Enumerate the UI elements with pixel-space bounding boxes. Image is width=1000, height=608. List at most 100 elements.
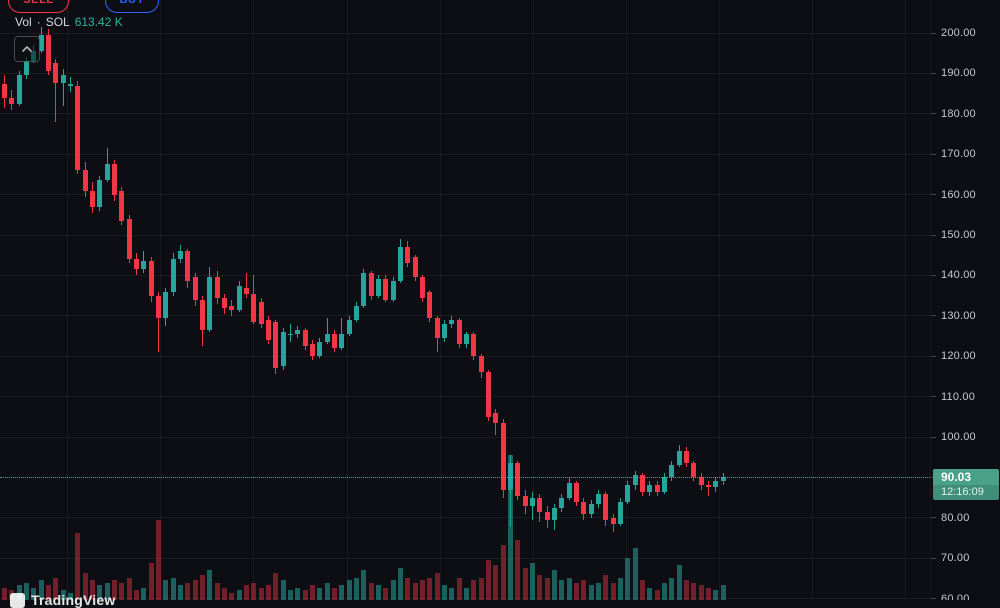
price-tick-label: 110.00 [941, 390, 976, 403]
candle-body [581, 501, 587, 514]
volume-bar [251, 582, 257, 600]
candle-body [185, 251, 191, 282]
horizontal-gridline [0, 194, 930, 195]
candle-body [471, 333, 477, 357]
volume-bar [273, 572, 279, 600]
candle-body [97, 180, 103, 207]
vertical-gridline [440, 0, 441, 600]
candle-wick [509, 455, 511, 526]
price-axis[interactable]: 90.03 12:16:09 210.00200.00190.00180.001… [930, 0, 1000, 600]
candle-body [698, 477, 704, 486]
volume-indicator-legend: Vol · SOL 613.42 K [15, 15, 123, 29]
price-tick-mark [931, 598, 936, 599]
volume-bar [603, 575, 609, 600]
price-tick-label: 180.00 [941, 107, 976, 120]
volume-bar [405, 577, 411, 600]
vertical-gridline [67, 0, 68, 600]
candle-body [683, 451, 689, 464]
price-tick-mark [931, 235, 936, 236]
candle-body [375, 279, 381, 296]
candle-body [199, 299, 205, 330]
candle-body [368, 273, 374, 296]
candle-body [287, 333, 293, 335]
candle-wick [289, 323, 291, 343]
volume-bar [449, 587, 455, 600]
price-tick-mark [931, 558, 936, 559]
candle-body [654, 485, 660, 492]
candle-body [617, 501, 623, 524]
tradingview-watermark: TradingView [10, 592, 115, 608]
volume-bar [192, 580, 198, 600]
horizontal-gridline [0, 113, 930, 114]
candle-body [302, 329, 308, 347]
candle-body [258, 301, 264, 324]
volume-bar [485, 560, 491, 600]
volume-bar [661, 582, 667, 600]
volume-value: 613.42 K [74, 15, 123, 29]
candle-body [544, 511, 550, 520]
price-tick-label: 160.00 [941, 188, 976, 201]
price-tick-label: 80.00 [941, 511, 970, 524]
volume-bar [412, 582, 418, 600]
candle-body [405, 247, 411, 264]
volume-bar [566, 577, 572, 600]
candle-body [214, 277, 220, 298]
volume-bar [544, 577, 550, 600]
candlestick-chart[interactable] [0, 0, 930, 600]
last-price-value: 90.03 [933, 469, 999, 486]
price-tick-label: 140.00 [941, 269, 976, 282]
sell-button-label: SELL [23, 0, 54, 6]
price-tick-mark [931, 33, 936, 34]
price-tick-mark [931, 517, 936, 518]
volume-bar [617, 577, 623, 600]
candle-body [170, 259, 176, 292]
symbol-label: SOL [45, 15, 70, 29]
price-tick-mark [931, 73, 936, 74]
candle-body [625, 485, 631, 502]
candle-body [67, 83, 73, 86]
buy-button[interactable]: BUY [105, 0, 159, 13]
candle-body [53, 63, 59, 84]
price-tick-label: 150.00 [941, 229, 976, 241]
volume-bar [185, 582, 191, 600]
candle-body [23, 61, 29, 76]
volume-bar [97, 585, 103, 600]
buy-button-label: BUY [119, 0, 145, 6]
candle-body [507, 463, 513, 490]
price-tick-label: 120.00 [941, 350, 976, 363]
price-tick-label: 190.00 [941, 67, 976, 80]
candle-body [192, 277, 198, 300]
candle-body [397, 247, 403, 282]
volume-bar [53, 577, 59, 600]
legend-expand-button[interactable] [14, 36, 40, 62]
sell-button[interactable]: SELL [8, 0, 69, 13]
candle-body [705, 485, 711, 488]
candle-body [647, 485, 653, 492]
candle-body [485, 372, 491, 417]
candle-body [661, 477, 667, 492]
candle-wick [55, 59, 57, 122]
volume-bar [705, 587, 711, 600]
volume-bar [434, 572, 440, 600]
volume-bar [141, 587, 147, 600]
volume-bar [559, 580, 565, 600]
candle-body [551, 507, 557, 520]
candle-body [45, 35, 51, 72]
volume-bar [287, 590, 293, 600]
volume-bar [243, 585, 249, 600]
volume-bar [280, 580, 286, 600]
volume-bar [676, 565, 682, 600]
candle-body [383, 279, 389, 300]
candle-body [104, 164, 110, 181]
candle-body [588, 503, 594, 514]
volume-bar [471, 580, 477, 600]
candle-body [60, 75, 66, 84]
vol-label: Vol [15, 15, 32, 29]
horizontal-gridline [0, 517, 930, 518]
volume-bar [515, 540, 521, 600]
volume-bar [258, 587, 264, 600]
volume-bar [155, 520, 161, 600]
volume-bar [38, 580, 44, 600]
candle-body [155, 295, 161, 318]
price-tick-mark [931, 113, 936, 114]
